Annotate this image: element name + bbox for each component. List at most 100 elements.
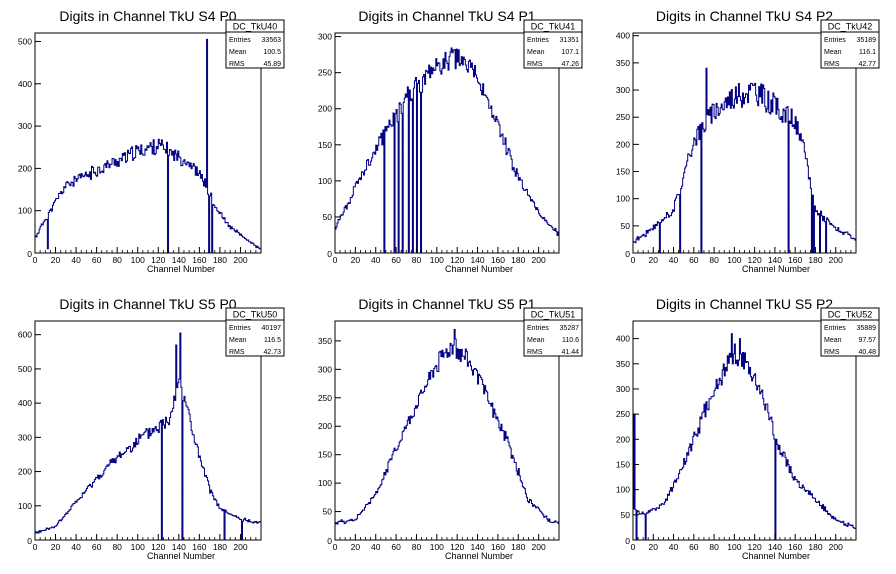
x-tick-label: 40 — [669, 255, 679, 265]
x-tick-label: 0 — [333, 255, 338, 265]
stats-label: RMS — [527, 349, 543, 356]
x-axis-label: Channel Number — [742, 551, 810, 561]
x-tick-label: 80 — [412, 542, 422, 552]
y-tick-label: 250 — [616, 409, 630, 419]
histogram-pad-1: Digits in Channel TkU S4 P0 0 20 40 60 80 100 1… — [18, 8, 285, 274]
y-tick-label: 200 — [318, 421, 332, 431]
stats-box: DC_TkU42 Entries 35189 Mean 116.1 RMS 42.77 — [820, 19, 880, 69]
y-tick-label: 50 — [323, 212, 333, 222]
x-tick-label: 20 — [351, 255, 361, 265]
x-tick-label: 180 — [213, 255, 227, 265]
y-tick-label: 100 — [616, 194, 630, 204]
stats-value: 35889 — [857, 325, 877, 332]
x-tick-label: 20 — [351, 542, 361, 552]
y-tick-label: 300 — [318, 32, 332, 42]
x-tick-label: 60 — [92, 542, 102, 552]
y-tick-label: 600 — [18, 330, 32, 340]
x-tick-label: 180 — [808, 542, 822, 552]
stats-title: DC_TkU42 — [828, 22, 873, 32]
stats-box-frame — [820, 19, 880, 69]
x-tick-label: 80 — [412, 255, 422, 265]
y-tick-label: 200 — [616, 434, 630, 444]
stats-title: DC_TkU40 — [233, 22, 278, 32]
stats-label: RMS — [229, 349, 245, 356]
histogram-line — [633, 333, 856, 541]
stats-box-frame — [225, 19, 285, 69]
stats-value: 40.48 — [858, 349, 876, 356]
x-tick-label: 140 — [470, 542, 484, 552]
stats-label: RMS — [527, 61, 543, 68]
stats-label: Entries — [824, 325, 846, 332]
y-tick-label: 500 — [18, 36, 32, 46]
y-tick-label: 200 — [18, 467, 32, 477]
y-tick-label: 100 — [616, 485, 630, 495]
x-tick-label: 160 — [192, 255, 206, 265]
x-tick-label: 100 — [727, 255, 741, 265]
y-tick-label: 200 — [318, 104, 332, 114]
x-axis-label: Channel Number — [445, 551, 513, 561]
x-tick-label: 180 — [213, 542, 227, 552]
y-tick-label: 150 — [318, 140, 332, 150]
y-tick-label: 0 — [327, 536, 332, 546]
x-tick-label: 200 — [829, 542, 843, 552]
x-tick-label: 80 — [112, 542, 122, 552]
y-tick-label: 300 — [616, 85, 630, 95]
x-tick-label: 20 — [649, 255, 659, 265]
x-tick-label: 160 — [788, 542, 802, 552]
histogram-pad-2: Digits in Channel TkU S4 P1 0 20 40 60 80 100 1… — [318, 8, 583, 274]
x-tick-label: 80 — [112, 255, 122, 265]
x-tick-label: 180 — [511, 542, 525, 552]
stats-value: 35287 — [560, 325, 580, 332]
y-tick-label: 0 — [625, 536, 630, 546]
y-tick-label: 100 — [318, 176, 332, 186]
x-tick-label: 160 — [491, 542, 505, 552]
x-axis-label: Channel Number — [445, 264, 513, 274]
x-tick-label: 100 — [131, 255, 145, 265]
stats-label: Entries — [527, 325, 549, 332]
x-tick-label: 120 — [151, 542, 165, 552]
x-tick-label: 20 — [51, 255, 61, 265]
x-tick-label: 40 — [371, 542, 381, 552]
stats-value: 100.5 — [263, 49, 281, 56]
histogram-pad-4: Digits in Channel TkU S5 P0 0 20 40 60 80 100 1… — [18, 296, 285, 561]
stats-box-frame — [820, 307, 880, 357]
x-tick-label: 0 — [33, 255, 38, 265]
y-tick-label: 400 — [18, 398, 32, 408]
y-tick-label: 300 — [318, 364, 332, 374]
y-tick-label: 0 — [27, 249, 32, 259]
chart-title: Digits in Channel TkU S4 P0 — [59, 8, 236, 24]
y-tick-label: 200 — [18, 163, 32, 173]
y-tick-label: 250 — [318, 393, 332, 403]
stats-label: RMS — [824, 349, 840, 356]
x-tick-label: 120 — [151, 255, 165, 265]
y-tick-label: 350 — [318, 336, 332, 346]
stats-value: 116.1 — [859, 49, 876, 56]
y-tick-label: 100 — [318, 478, 332, 488]
x-tick-label: 100 — [430, 255, 444, 265]
x-tick-label: 0 — [333, 542, 338, 552]
stats-value: 40197 — [262, 325, 282, 332]
x-tick-label: 0 — [33, 542, 38, 552]
y-tick-label: 350 — [616, 359, 630, 369]
stats-value: 107.1 — [561, 49, 579, 56]
stats-value: 45.89 — [263, 61, 281, 68]
chart-title: Digits in Channel TkU S5 P2 — [656, 296, 833, 312]
y-tick-label: 0 — [27, 536, 32, 546]
stats-box: DC_TkU41 Entries 31351 Mean 107.1 RMS 47.26 — [523, 19, 583, 69]
stats-label: Entries — [229, 325, 251, 332]
x-tick-label: 200 — [233, 255, 247, 265]
x-tick-label: 100 — [131, 542, 145, 552]
stats-value: 42.77 — [858, 61, 876, 68]
x-tick-label: 60 — [92, 255, 102, 265]
histogram-line — [633, 67, 856, 254]
stats-value: 116.5 — [264, 337, 281, 344]
stats-box-frame — [523, 307, 583, 357]
histogram-line — [35, 38, 261, 254]
x-tick-label: 60 — [391, 255, 401, 265]
stats-label: Mean — [824, 49, 842, 56]
histogram-pad-5: Digits in Channel TkU S5 P1 0 20 40 60 80 100 1… — [318, 296, 583, 561]
y-tick-label: 500 — [18, 364, 32, 374]
stats-label: RMS — [229, 61, 245, 68]
x-tick-label: 160 — [788, 255, 802, 265]
